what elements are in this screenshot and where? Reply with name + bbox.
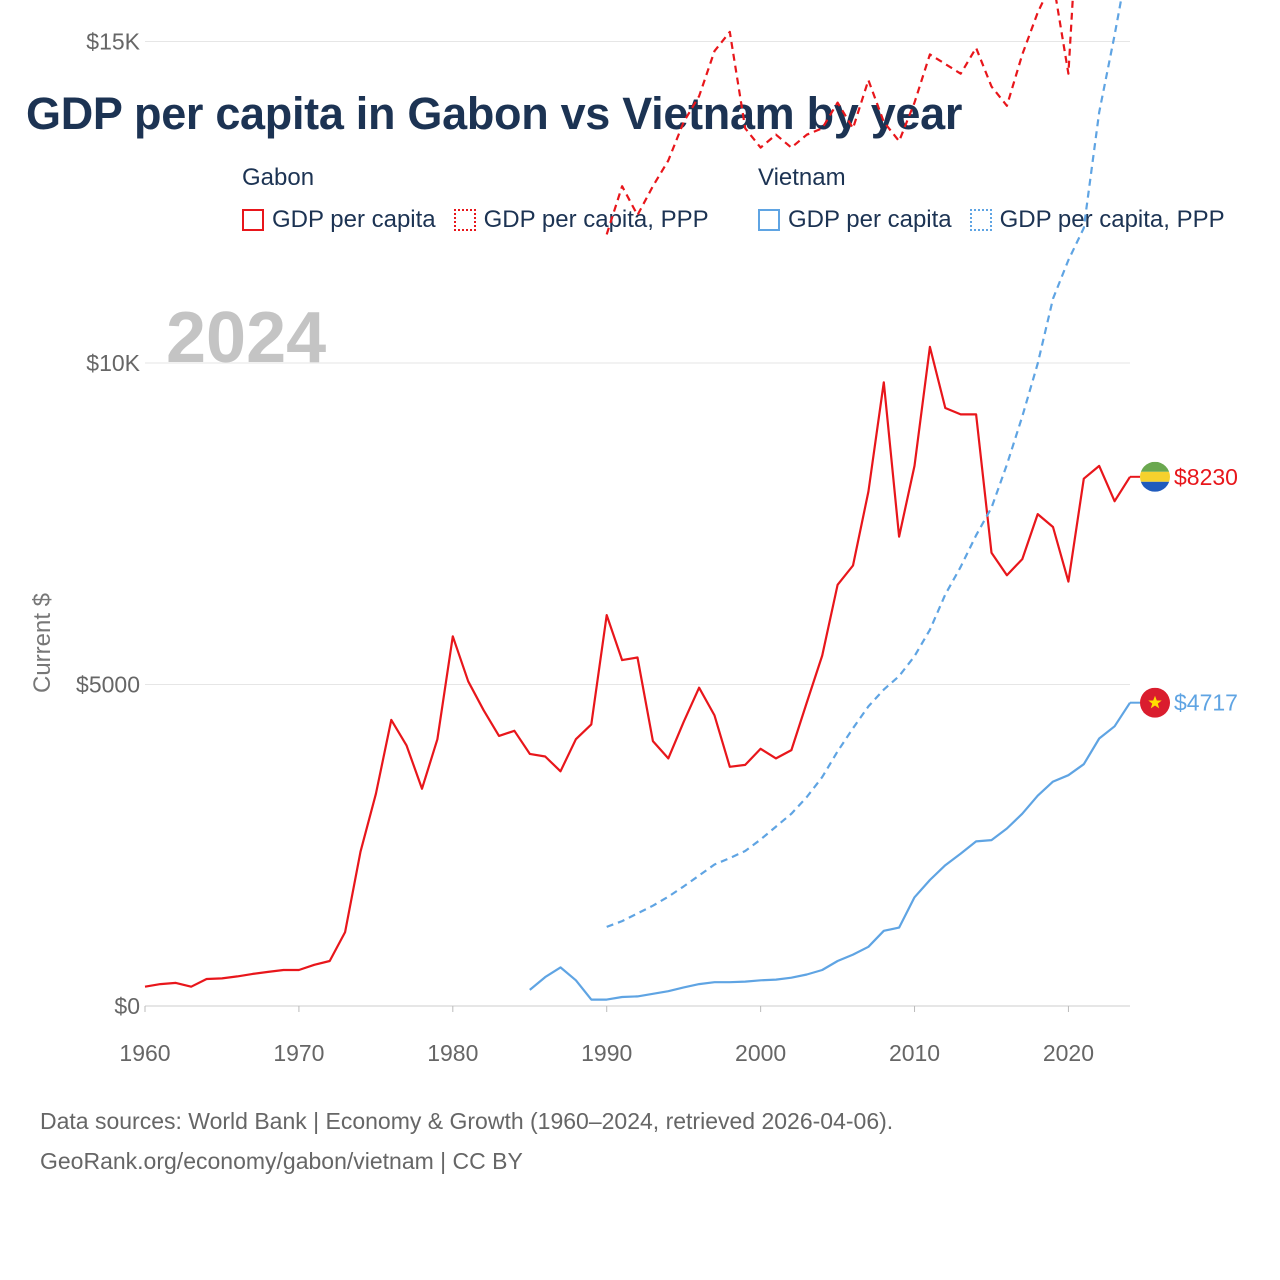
series <box>144 0 1131 1001</box>
legend-swatch-solid <box>758 209 780 231</box>
chart-title: GDP per capita in Gabon vs Vietnam by ye… <box>26 88 963 139</box>
series-end-markers: $8230$21.5K$4717$16.4K <box>1130 461 1238 718</box>
x-tick-label: 1960 <box>119 1040 170 1066</box>
legend-item-vietnam-gdp[interactable]: GDP per capita <box>758 206 952 234</box>
axes: $0$5000$10K$15K$20K196019701980199020002… <box>76 29 1094 1067</box>
x-tick-label: 1990 <box>581 1040 632 1066</box>
series-line-gabon-gdp-per-capita-ppp <box>605 0 1074 235</box>
x-tick-label: 2010 <box>889 1040 940 1066</box>
x-tick-label: 1970 <box>273 1040 324 1066</box>
vietnam-flag-icon <box>1140 687 1170 718</box>
legend-swatch-solid <box>242 209 264 231</box>
series-end-value-label: $4717 <box>1174 690 1238 716</box>
legend-label: GDP per capita, PPP <box>483 206 709 233</box>
series-line-vietnam-gdp-per-capita-ppp <box>606 0 1123 928</box>
legend-label: GDP per capita, PPP <box>999 206 1225 233</box>
grid-lines <box>145 41 1130 1007</box>
series-line-vietnam-gdp-per-capita <box>529 702 1131 1001</box>
legend-item-vietnam-ppp[interactable]: GDP per capita, PPP <box>969 206 1225 234</box>
legend-label: GDP per capita <box>272 206 436 233</box>
legend-item-gabon-ppp[interactable]: GDP per capita, PPP <box>453 206 709 234</box>
legend-group-vietnam: Vietnam GDP per capita GDP per capita, P… <box>758 164 1243 234</box>
legend-swatch-dotted <box>453 209 476 231</box>
x-tick-label: 1980 <box>427 1040 478 1066</box>
year-overlay: 2024 <box>166 298 326 378</box>
x-tick-label: 2020 <box>1043 1040 1094 1066</box>
x-tick-label: 2000 <box>735 1040 786 1066</box>
y-tick-label: $0 <box>114 993 140 1019</box>
legend-swatch-dotted <box>969 209 992 231</box>
legend-item-gabon-gdp[interactable]: GDP per capita <box>242 206 436 234</box>
legend-group-name: Gabon <box>242 164 315 191</box>
legend-label: GDP per capita <box>788 206 952 233</box>
gabon-flag-icon <box>1140 461 1170 492</box>
y-tick-label: $15K <box>86 29 140 55</box>
y-tick-label: $5000 <box>76 672 140 698</box>
footer-link[interactable]: GeoRank.org/economy/gabon/vietnam | CC B… <box>40 1148 523 1174</box>
y-tick-label: $10K <box>86 350 140 376</box>
footer-sources: Data sources: World Bank | Economy & Gro… <box>40 1108 894 1134</box>
legend-group-name: Vietnam <box>758 164 846 191</box>
legend-group-gabon: Gabon GDP per capita GDP per capita, PPP <box>242 164 727 234</box>
y-axis-label: Current $ <box>29 593 56 693</box>
series-end-value-label: $8230 <box>1174 464 1238 490</box>
series-line-gabon-gdp-per-capita <box>144 345 1131 988</box>
